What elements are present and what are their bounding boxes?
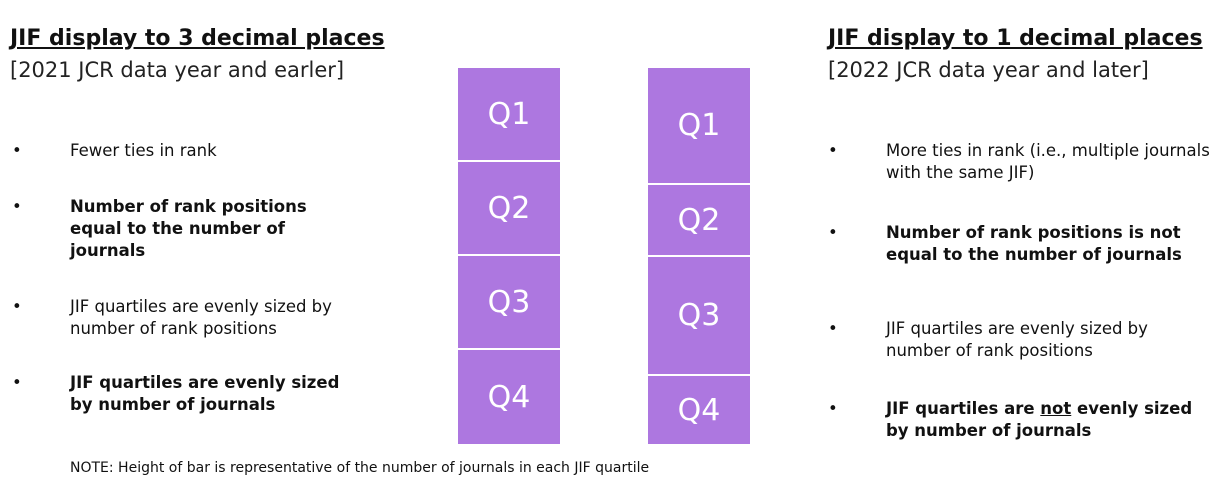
bullet: Number of rank positions equal to the nu… [12, 196, 350, 262]
quartile-box: Q4 [458, 350, 560, 444]
quartile-box: Q2 [648, 185, 750, 257]
quartile-box: Q3 [648, 257, 750, 376]
text: evenly sized by number of journals [886, 399, 1193, 440]
quartile-box: Q1 [648, 68, 750, 185]
text: not [1040, 399, 1072, 418]
right-title: JIF display to 1 decimal places [828, 26, 1203, 51]
bullet: JIF quartiles are evenly sized by number… [828, 318, 1196, 362]
bullet: JIF quartiles are evenly sized by number… [12, 296, 360, 340]
left-subtitle: [2021 JCR data year and earler] [10, 58, 345, 82]
bullet: More ties in rank (i.e., multiple journa… [828, 140, 1216, 184]
text: JIF quartiles are [886, 399, 1041, 418]
bullet: Fewer ties in rank [12, 140, 350, 162]
right-subtitle: [2022 JCR data year and later] [828, 58, 1149, 82]
note: NOTE: Height of bar is representative of… [70, 460, 650, 476]
left-title: JIF display to 3 decimal places [10, 26, 385, 51]
bullet: Number of rank positions is not equal to… [828, 222, 1196, 266]
bullet: JIF quartiles are evenly sized by number… [12, 372, 360, 416]
quartile-box: Q1 [458, 68, 560, 162]
quartile-box: Q4 [648, 376, 750, 444]
bullet: JIF quartiles are not evenly sized by nu… [828, 398, 1196, 442]
quartile-box: Q3 [458, 256, 560, 350]
quartile-box: Q2 [458, 162, 560, 256]
